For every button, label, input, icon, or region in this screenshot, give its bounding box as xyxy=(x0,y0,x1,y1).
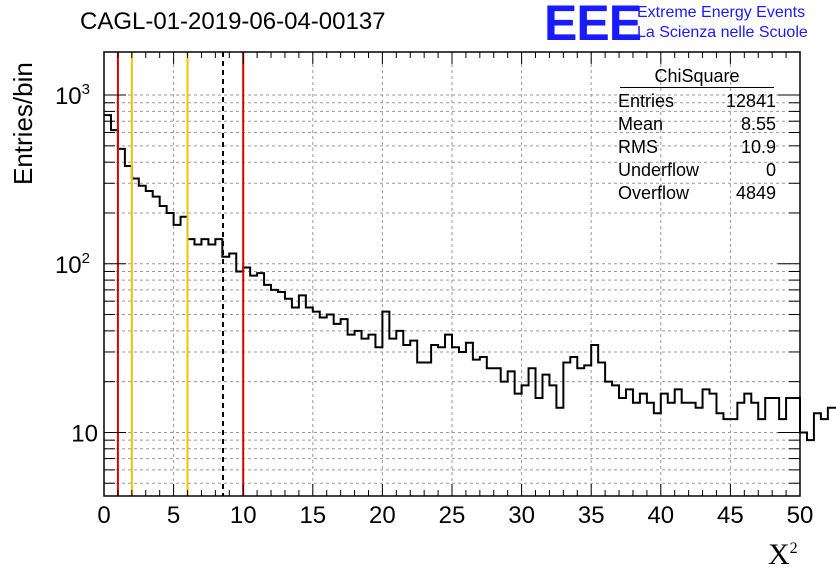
stats-label: Entries xyxy=(618,91,675,111)
x-tick-label: 0 xyxy=(97,502,110,529)
x-tick-label: 10 xyxy=(230,502,257,529)
logo-line-1: Extreme Energy Events xyxy=(637,4,806,21)
stats-label: Underflow xyxy=(618,160,700,180)
x-tick-label: 35 xyxy=(578,502,605,529)
grid-lines xyxy=(104,52,800,496)
y-tick-exponent: 2 xyxy=(82,250,90,267)
stats-row-overflow: Overflow 4849 xyxy=(612,182,782,205)
x-tick-label: 30 xyxy=(508,502,535,529)
stats-label: RMS xyxy=(618,137,658,157)
stats-box-name: ChiSquare xyxy=(620,66,774,88)
stats-box: ChiSquare Entries 12841 Mean 8.55 RMS 10.9 Und… xyxy=(612,66,782,205)
stats-label: Overflow xyxy=(618,183,690,203)
x-tick-label: 50 xyxy=(787,502,814,529)
stats-row-rms: RMS 10.9 xyxy=(612,136,782,159)
stats-row-mean: Mean 8.55 xyxy=(612,113,782,136)
stats-value: 0 xyxy=(765,160,776,180)
stats-value: 12841 xyxy=(725,91,776,111)
histogram-line xyxy=(104,114,836,442)
x-axis-label-sup: 2 xyxy=(789,540,798,557)
stats-label: Mean xyxy=(618,114,664,134)
stats-value: 10.9 xyxy=(740,137,776,157)
y-tick-label: 103 xyxy=(55,81,90,110)
y-tick-base: 10 xyxy=(71,420,98,447)
logo-line-2: La Scienza nelle Scuole xyxy=(637,24,808,41)
x-tick-label: 5 xyxy=(167,502,180,529)
stats-value: 8.55 xyxy=(740,114,776,134)
y-tick-label: 10 xyxy=(71,420,98,447)
y-tick-exponent: 3 xyxy=(82,81,90,98)
y-tick-base: 10 xyxy=(55,83,82,110)
y-axis-label: Entries/bin xyxy=(8,62,38,185)
stats-value: 4849 xyxy=(735,183,776,203)
x-tick-label: 45 xyxy=(717,502,744,529)
stats-row-entries: Entries 12841 xyxy=(612,90,782,113)
x-tick-label: 15 xyxy=(299,502,326,529)
histogram-series xyxy=(104,114,836,442)
stats-row-underflow: Underflow 0 xyxy=(612,159,782,182)
y-tick-base: 10 xyxy=(55,252,82,279)
x-axis: 0 5 10 15 20 25 30 35 40 45 50 xyxy=(97,52,813,529)
x-tick-label: 25 xyxy=(439,502,466,529)
x-tick-label: 20 xyxy=(369,502,396,529)
chart-title: CAGL-01-2019-06-04-00137 xyxy=(80,8,386,35)
eee-logo: EEE xyxy=(544,0,642,51)
stats-rows: Entries 12841 Mean 8.55 RMS 10.9 Underflow 0 Ove… xyxy=(612,90,782,205)
marker-lines xyxy=(116,52,245,496)
x-axis-label: X2 xyxy=(768,538,798,572)
x-tick-label: 40 xyxy=(647,502,674,529)
y-tick-label: 102 xyxy=(55,250,90,279)
x-axis-label-base: X xyxy=(768,538,790,571)
